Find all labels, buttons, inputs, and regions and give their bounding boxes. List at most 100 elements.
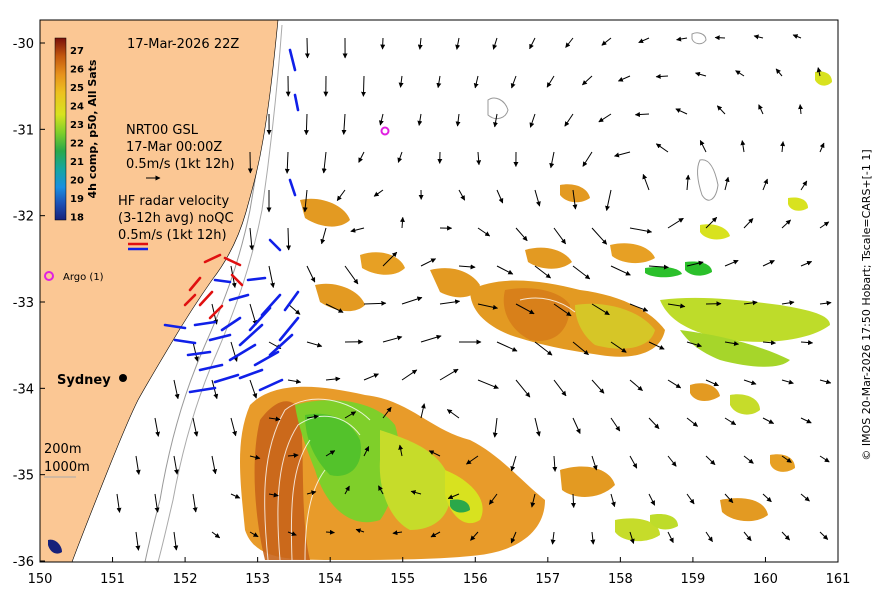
current-arrow [819,221,830,229]
current-arrow [287,453,299,458]
current-arrow [705,455,716,466]
current-arrow [780,141,786,153]
current-arrow [605,189,612,211]
current-arrow [249,379,258,399]
current-arrow [230,417,237,437]
current-arrow [570,493,576,508]
current-arrow [634,112,650,118]
current-arrow [496,265,514,275]
current-arrow [667,379,682,389]
current-arrow [363,300,387,306]
current-arrow [325,376,341,382]
current-arrow [743,531,752,542]
y-tick-label: -32 [13,210,34,225]
current-arrow [648,264,669,270]
current-arrow [655,143,669,153]
nrt-date: 17-Mar 00:00Z [126,140,222,155]
current-arrow [553,379,567,397]
colorbar-tick-label: 19 [70,194,84,205]
current-arrow [249,531,259,538]
current-arrow [515,227,528,242]
x-tick-label: 160 [753,572,778,587]
current-arrow [695,71,707,77]
current-arrow [455,113,461,127]
current-arrow [582,75,593,86]
current-arrow [382,251,398,267]
current-arrow [642,173,650,191]
current-arrow [455,37,461,50]
plot-area [40,20,838,562]
current-arrow [420,258,437,267]
current-arrow [287,303,301,315]
current-arrow [302,189,308,213]
current-arrow [382,335,403,343]
current-arrow [116,493,122,513]
colorbar: 27 26 25 24 23 22 21 20 19 18 4h comp, p50, All S… [54,37,99,224]
colorbar-tick-label: 26 [70,65,84,76]
current-arrow [398,444,404,457]
current-arrow [598,113,612,123]
current-arrow [800,260,813,267]
current-arrow [477,303,498,310]
current-arrow [284,151,290,174]
current-arrow [344,411,357,419]
current-arrow [714,35,726,41]
current-arrow [667,303,686,309]
current-arrow [154,417,161,437]
current-arrow [510,75,517,89]
current-arrow [743,455,754,464]
current-arrow [582,151,593,167]
current-arrow [173,379,180,400]
current-arrow [135,531,141,551]
current-arrow [417,37,423,50]
current-arrow [476,151,482,166]
colorbar-title: 4h comp, p50, All Sats [86,59,99,198]
colorbar-tick-label: 25 [70,83,84,94]
current-arrow [320,227,327,245]
y-tick-label: -33 [13,296,34,311]
current-arrow [477,227,491,237]
sydney-marker [119,374,127,382]
current-arrow [553,227,567,245]
current-arrow [530,493,536,508]
current-arrow [819,300,832,306]
y-tick-label: -31 [13,123,34,138]
current-arrow [510,455,517,472]
current-arrow [510,531,517,544]
current-arrow [341,113,347,135]
current-arrow [350,227,365,233]
current-arrow [420,334,442,343]
current-arrow [515,379,531,398]
current-arrow [781,379,794,385]
current-arrow [410,490,422,495]
current-arrow [304,37,310,59]
current-arrow [439,368,459,381]
current-arrow [470,531,479,541]
current-arrow [325,303,344,313]
current-arrow [758,104,764,115]
current-arrows [116,34,832,551]
current-arrow [610,493,616,508]
current-arrow [819,142,825,153]
x-tick-label: 161 [826,572,851,587]
current-arrow [610,265,631,276]
current-arrow [705,379,719,387]
x-tick-label: 159 [680,572,705,587]
current-arrow [553,303,572,317]
current-arrow [819,379,832,385]
plot-frame [39,19,839,563]
current-arrow [816,67,822,77]
current-arrow [496,189,504,204]
current-arrow [492,417,498,438]
current-arrow [610,341,627,353]
current-arrow [549,151,555,169]
current-arrow [676,36,688,42]
current-arrow [735,70,745,77]
current-arrow [819,455,830,463]
current-arrow [428,450,441,457]
current-arrow [534,265,551,279]
current-arrow [667,455,677,467]
current-arrow [610,417,621,432]
current-arrow [686,493,695,505]
